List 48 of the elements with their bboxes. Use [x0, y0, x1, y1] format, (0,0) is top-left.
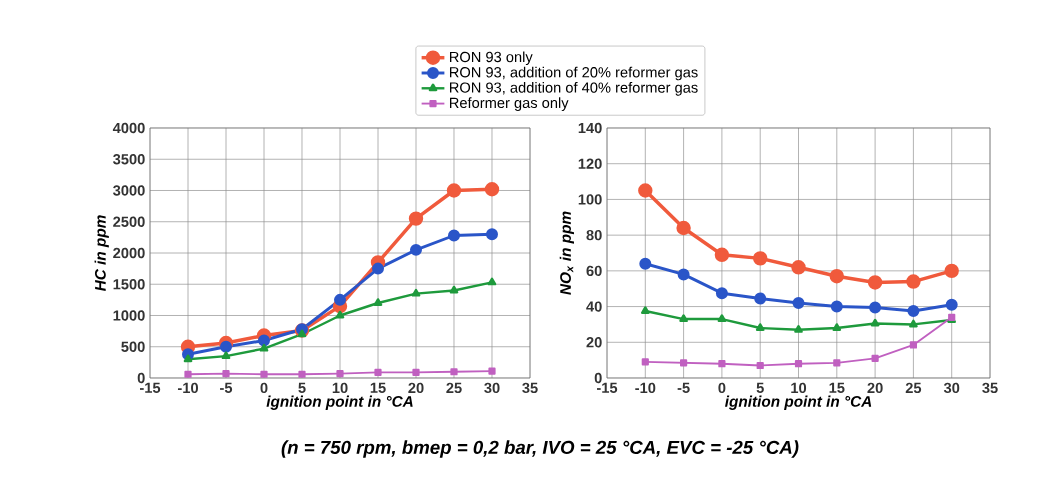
y-tick-label: 3500 — [113, 154, 145, 165]
x-tick-label: 30 — [484, 382, 500, 394]
y-tick-label: 0 — [594, 372, 602, 384]
x-tick-label: -5 — [677, 382, 690, 393]
x-tick-label: 35 — [522, 382, 538, 394]
y-tick-label: 20 — [586, 337, 602, 348]
y-tick-label: 1000 — [113, 310, 145, 321]
x-tick-label: 15 — [370, 382, 386, 393]
y-tick-label: 80 — [586, 229, 602, 241]
y-tick-label: 500 — [121, 341, 145, 352]
x-tick-label: 30 — [943, 382, 960, 394]
x-axis-title: ignition point in °CA — [725, 395, 872, 410]
y-tick-label: 4000 — [112, 122, 145, 134]
x-tick-label: -10 — [635, 382, 656, 394]
legend-label: Reformer gas only — [450, 97, 569, 111]
y-tick-label: 2000 — [113, 247, 145, 259]
y-tick-label: 40 — [586, 301, 602, 312]
y-tick-label: 100 — [578, 194, 602, 205]
x-tick-label: 10 — [332, 382, 348, 394]
x-tick-label: -10 — [177, 382, 198, 394]
legend-label: RON 93 only — [450, 51, 533, 66]
x-tick-label: 5 — [298, 382, 306, 393]
y-tick-label: 0 — [137, 372, 145, 384]
y-tick-label: 3000 — [113, 185, 145, 196]
x-tick-label: 5 — [756, 382, 764, 393]
x-tick-label: 20 — [408, 382, 424, 394]
x-tick-label: -15 — [139, 382, 161, 393]
x-tick-label: 25 — [446, 382, 462, 394]
x-axis-title: ignition point in °CA — [266, 395, 413, 410]
y-tick-label: 2500 — [113, 216, 145, 227]
y-tick-label: 140 — [578, 122, 602, 134]
x-tick-label: 20 — [867, 382, 883, 394]
y-tick-label: 120 — [578, 158, 602, 169]
x-tick-label: 0 — [718, 382, 726, 394]
x-tick-label: 0 — [260, 382, 268, 394]
legend-label: RON 93, addition of 40% reformer gas — [450, 81, 698, 96]
legend-label: RON 93, addition of 20% reformer gas — [450, 66, 698, 81]
x-tick-label: 25 — [905, 382, 922, 394]
y-tick-label: 1500 — [113, 279, 145, 290]
y-axis-title: NO$_{x}$ in ppm — [559, 211, 574, 295]
y-tick-label: 60 — [586, 265, 602, 277]
x-tick-label: 35 — [982, 382, 998, 394]
x-tick-label: 10 — [791, 382, 807, 394]
x-tick-label: -5 — [220, 382, 233, 393]
y-axis-title: HC in ppm — [94, 215, 109, 292]
x-tick-label: 15 — [829, 382, 845, 393]
text: (n = 750 rpm, bmep = 0,2 bar, IVO = 25 °CA, EVC = -25 °CA) — [281, 440, 799, 458]
x-tick-label: -15 — [596, 382, 618, 393]
